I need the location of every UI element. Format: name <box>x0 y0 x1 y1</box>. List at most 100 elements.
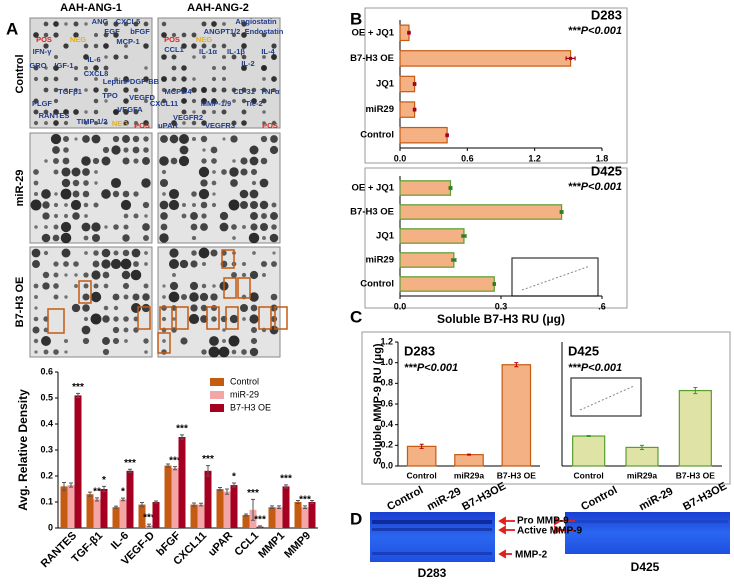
blot-spot <box>231 224 237 230</box>
cytokine-label: ANGPT1/2 <box>204 27 241 36</box>
blot-spot <box>122 249 130 257</box>
bar <box>399 50 572 67</box>
blot-spot <box>190 212 198 220</box>
error-bar <box>121 497 125 502</box>
blot-spot <box>200 304 208 312</box>
blot-spot <box>123 98 129 104</box>
blot-spot <box>210 146 218 154</box>
blot-spot <box>259 178 269 188</box>
blot-spot <box>143 136 149 142</box>
blot-spot <box>161 54 167 60</box>
blot-spot <box>83 65 89 71</box>
blot-spot <box>198 247 210 259</box>
bar <box>164 465 172 528</box>
blot-spot <box>43 327 49 333</box>
bar <box>399 75 416 93</box>
panel-label: B <box>350 9 362 28</box>
y-tick-label: 0.2 <box>380 440 393 450</box>
blot-spot <box>239 303 249 313</box>
blot-spot <box>218 346 230 358</box>
blot-spot <box>159 233 169 243</box>
blot-spot <box>112 293 120 301</box>
blot-spot <box>83 235 89 241</box>
blot-spot <box>269 233 279 243</box>
x-tick-label: IL-6 <box>109 530 131 552</box>
blot-spot <box>123 120 129 126</box>
blot-spot <box>144 214 148 218</box>
y-axis-label: Avg. Relative Density <box>16 389 30 511</box>
blot-spot <box>90 313 102 325</box>
blot-spot <box>159 178 169 188</box>
blot-spot <box>260 260 268 268</box>
blot-spot <box>230 179 238 187</box>
blot-spot <box>200 201 208 209</box>
blot-spot <box>42 282 50 290</box>
bar <box>178 437 186 528</box>
blot-spot <box>162 192 166 196</box>
blot-spot <box>191 136 197 142</box>
blot-spot <box>241 54 247 60</box>
cytokine-label: ANG <box>92 17 109 26</box>
blot-spot <box>144 262 148 266</box>
blot-spot <box>70 199 82 211</box>
blot-spot <box>82 293 90 301</box>
blot-spot <box>43 76 49 82</box>
error-bar <box>206 465 210 477</box>
cytokine-label: bFGF <box>130 27 150 36</box>
blot-spot <box>113 316 119 322</box>
bar <box>678 389 712 467</box>
cytokine-label: CXCL5 <box>116 17 141 26</box>
blot-spot <box>63 43 69 49</box>
blot-spot <box>201 349 207 355</box>
chart-title: D283 <box>591 7 622 22</box>
blot-spot <box>113 32 119 38</box>
blot-spot <box>93 109 99 115</box>
legend-swatch <box>210 391 224 399</box>
blot-spot <box>123 54 129 60</box>
x-tick-label: B7-H3 OE <box>676 470 716 480</box>
blot-spot <box>221 87 227 93</box>
error-bar <box>76 392 80 398</box>
blot-spot <box>83 316 89 322</box>
blot-spot <box>83 272 89 278</box>
blot-spot <box>34 295 38 299</box>
blot-spot <box>103 32 109 38</box>
blot-spot <box>271 261 277 267</box>
blot-spot <box>61 178 71 188</box>
error-bar <box>251 498 255 521</box>
blot-spot <box>221 54 227 60</box>
blot-spot <box>169 281 179 291</box>
blot-spot <box>191 191 197 197</box>
cytokine-label: MMP-1/9 <box>201 99 231 108</box>
cytokine-label: VEGFA <box>117 105 143 114</box>
blot-spot <box>112 190 120 198</box>
blot-spot <box>121 270 131 280</box>
cytokine-label: NEG <box>70 35 86 44</box>
blot-spot <box>120 199 132 211</box>
blot-spot <box>178 155 190 167</box>
highlight-box <box>223 277 237 299</box>
blot-spot <box>192 203 196 207</box>
blot-spot <box>53 169 59 175</box>
blot-spot <box>34 306 38 310</box>
bar <box>399 204 563 220</box>
blot-spot <box>73 65 79 71</box>
cytokine-label: NEG <box>196 35 212 44</box>
blot-spot <box>33 338 39 344</box>
bar-end <box>448 186 453 190</box>
blot-spot <box>262 121 266 125</box>
bar <box>60 486 68 528</box>
blot-spot <box>161 98 167 104</box>
cytokine-label: POS <box>164 35 180 44</box>
blot-spot <box>249 145 259 155</box>
blot-spot <box>210 249 218 257</box>
blot-spot <box>259 200 269 210</box>
bar <box>399 228 465 244</box>
blot-spot <box>104 99 108 103</box>
blot-spot <box>94 181 98 185</box>
y-tick-label: 0.8 <box>380 378 393 388</box>
bar-end <box>559 210 564 214</box>
blot-spot <box>41 233 51 243</box>
blot-spot <box>219 222 229 232</box>
highlight-box <box>159 306 173 330</box>
